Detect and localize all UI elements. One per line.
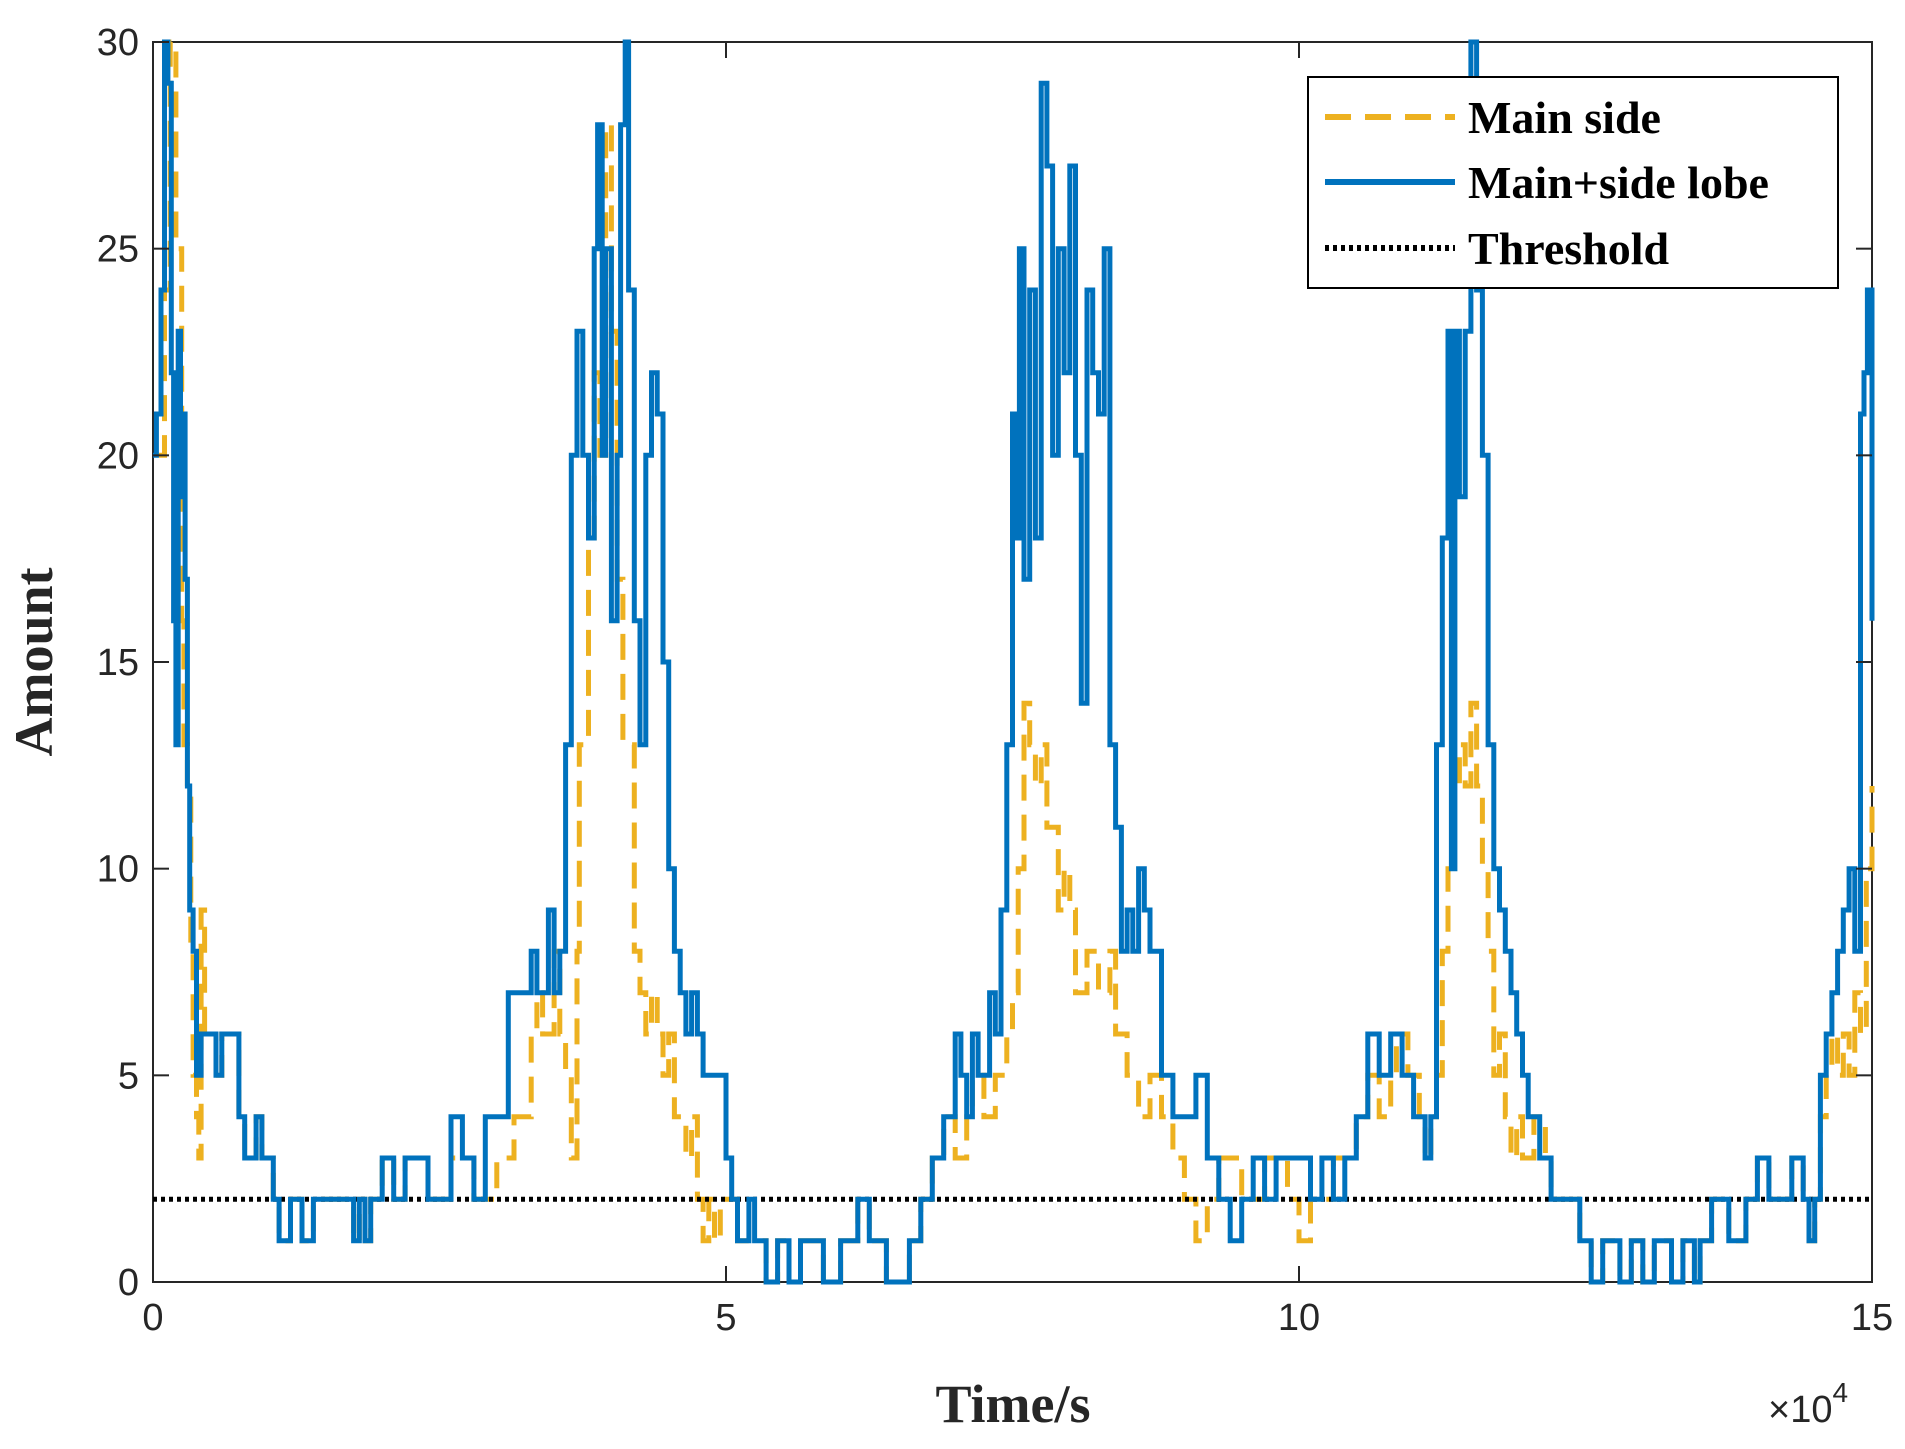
y-tick-label: 10: [97, 849, 139, 891]
y-tick-label: 15: [97, 642, 139, 684]
series-layer: [153, 39, 1875, 1285]
series-line-main-side-lobe: [153, 39, 1875, 1285]
legend: Main side Main+side lobe Threshold: [1307, 76, 1839, 289]
legend-label-main-side: Main side: [1468, 92, 1661, 143]
x-tick-label: 0: [142, 1297, 163, 1339]
y-axis-title: Amount: [4, 567, 64, 756]
y-tick-label: 30: [97, 22, 139, 64]
x-axis-title: Time/s: [935, 1374, 1090, 1434]
x-tick-label: 15: [1851, 1297, 1893, 1339]
y-tick-label: 5: [118, 1055, 139, 1097]
y-tick-label: 0: [118, 1262, 139, 1304]
legend-label-main-side-lobe: Main+side lobe: [1468, 157, 1769, 208]
ticks-layer: 0 5 10 15 0 5 10 15 20 25 30: [97, 22, 1893, 1339]
x-tick-label: 10: [1278, 1297, 1320, 1339]
legend-label-threshold: Threshold: [1468, 223, 1670, 274]
x-axis-multiplier-base: ×10: [1768, 1389, 1832, 1431]
x-axis-multiplier-exponent: 4: [1832, 1377, 1848, 1408]
x-tick-label: 5: [715, 1297, 736, 1339]
y-tick-label: 25: [97, 229, 139, 271]
y-tick-label: 20: [97, 435, 139, 477]
x-axis-multiplier: ×104: [1768, 1377, 1848, 1431]
